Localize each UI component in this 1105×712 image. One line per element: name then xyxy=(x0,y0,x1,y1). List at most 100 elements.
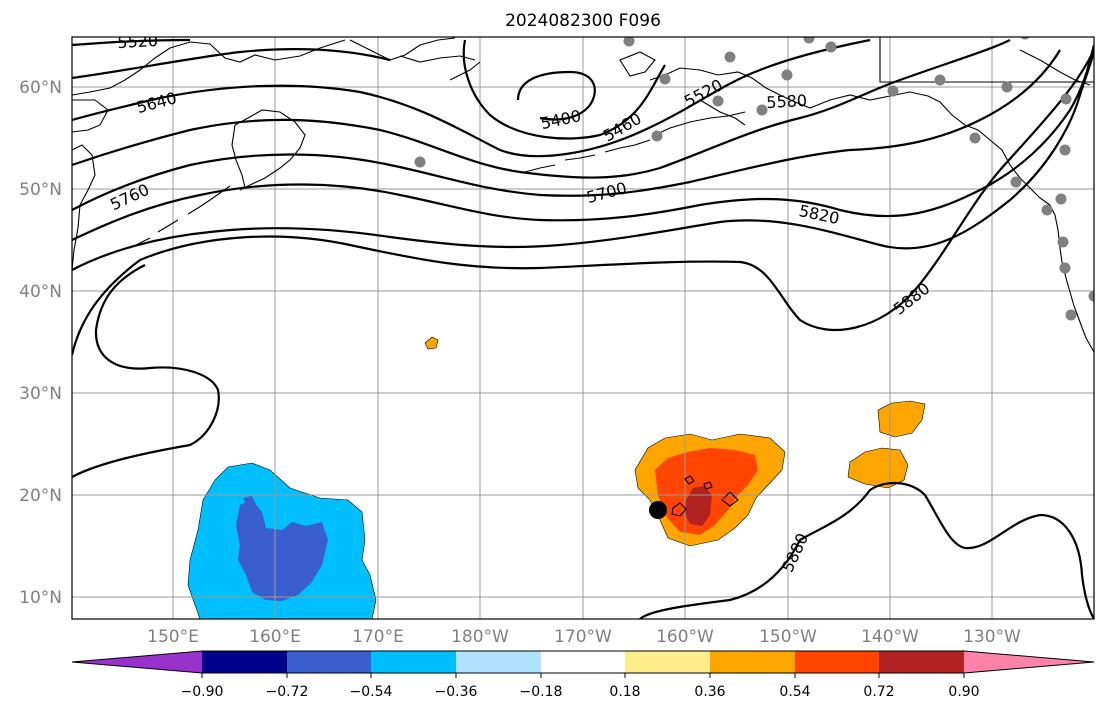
contour-5520-west xyxy=(72,38,191,47)
colorbar-segment xyxy=(456,651,541,673)
contour-label: 5880 xyxy=(778,530,812,575)
colorbar-segment xyxy=(287,651,371,673)
lat-tick-label: 10°N xyxy=(19,588,62,608)
station-marker xyxy=(887,85,899,97)
colorbar-tick-label: 0.18 xyxy=(609,684,640,700)
station-marker xyxy=(781,69,793,81)
station-marker xyxy=(1060,93,1072,105)
station-marker xyxy=(1059,262,1071,274)
coastline-north-america-west xyxy=(879,37,1094,353)
colorbar-ticks xyxy=(201,673,965,678)
positive-anomaly-east-2 xyxy=(847,447,909,489)
lon-tick-label: 150°E xyxy=(147,627,199,647)
storm-position-marker xyxy=(649,501,667,519)
contour-5460 xyxy=(462,39,666,140)
lat-tick-label: 30°N xyxy=(19,384,62,404)
station-marker xyxy=(659,73,671,85)
station-marker xyxy=(414,156,426,168)
colorbar-tick-label: 0.36 xyxy=(694,684,725,700)
colorbar-extend-low xyxy=(72,651,202,673)
positive-anomaly-east-1 xyxy=(877,400,926,438)
station-marker xyxy=(1065,309,1077,321)
height-contours xyxy=(72,38,1094,619)
lat-tick-label: 20°N xyxy=(19,486,62,506)
station-marker xyxy=(724,51,736,63)
colorbar-tick-label: −0.72 xyxy=(266,684,309,700)
station-marker xyxy=(756,104,768,116)
colorbar-segment xyxy=(879,651,964,673)
contour-label: 5580 xyxy=(766,91,808,112)
contour-label: 5700 xyxy=(584,178,628,207)
colorbar-tick-label: −0.36 xyxy=(435,684,478,700)
contour-5700 xyxy=(72,39,1011,179)
lon-tick-label: 140°W xyxy=(861,627,919,647)
contour-label: 5880 xyxy=(890,279,934,319)
station-marker xyxy=(1057,236,1069,248)
lon-tick-label: 180°W xyxy=(451,627,509,647)
colorbar-tick-label: 0.54 xyxy=(779,684,810,700)
very-strong-positive-anomaly-region xyxy=(684,486,712,526)
colorbar-tick-label: 0.72 xyxy=(863,684,894,700)
contour-label: 5400 xyxy=(539,106,583,133)
contour-5880-south-east xyxy=(639,481,1094,619)
station-marker xyxy=(1041,204,1053,216)
station-marker xyxy=(1059,144,1071,156)
contour-5400 xyxy=(516,70,596,121)
lat-tick-label: 60°N xyxy=(19,78,62,98)
longitude-axis: 150°E 160°E 170°E 180°W 170°W 160°W 150°… xyxy=(147,627,1021,647)
coastline-hawaii-3 xyxy=(684,475,713,490)
station-markers xyxy=(414,37,1094,321)
lat-tick-label: 40°N xyxy=(19,282,62,302)
contour-label: 5820 xyxy=(797,201,841,228)
map-plot-area: 5520 5640 5760 5400 5460 5520 5580 5700 … xyxy=(72,31,1094,619)
station-marker xyxy=(712,95,724,107)
positive-anomaly-small xyxy=(424,336,439,350)
station-marker xyxy=(803,37,815,44)
coastlines xyxy=(72,37,1094,517)
colorbar-tick-label: 0.90 xyxy=(948,684,979,700)
lon-tick-label: 150°W xyxy=(759,627,817,647)
contour-5880-main xyxy=(72,49,1094,356)
coastline-hawaii-2 xyxy=(721,491,739,507)
strong-negative-anomaly-region xyxy=(236,500,328,601)
colorbar-tick-label: −0.18 xyxy=(520,684,563,700)
lon-tick-label: 170°E xyxy=(352,627,404,647)
colorbar-tick-label: −0.90 xyxy=(181,684,224,700)
contour-5640 xyxy=(72,38,871,158)
contour-5880-south-west xyxy=(72,264,220,478)
contour-label: 5640 xyxy=(134,88,178,117)
station-marker xyxy=(1055,193,1067,205)
station-marker xyxy=(1010,176,1022,188)
colorbar-segment xyxy=(710,651,795,673)
lon-tick-label: 160°W xyxy=(656,627,714,647)
colorbar-tick-label: −0.54 xyxy=(350,684,393,700)
map-title: 2024082300 F096 xyxy=(505,11,661,31)
lon-tick-label: 170°W xyxy=(554,627,612,647)
anomaly-shading xyxy=(187,336,926,619)
station-marker xyxy=(623,37,635,47)
colorbar-segment xyxy=(625,651,710,673)
strong-negative-anomaly-patch xyxy=(243,496,256,508)
station-marker xyxy=(934,74,946,86)
coastline-hawaii-1 xyxy=(671,502,687,517)
lat-tick-label: 50°N xyxy=(19,180,62,200)
gridlines xyxy=(72,37,1094,619)
colorbar-segment xyxy=(371,651,456,673)
contour-5760 xyxy=(72,49,1061,211)
contour-label: 5520 xyxy=(117,31,159,52)
colorbar-segment xyxy=(795,651,879,673)
station-marker xyxy=(1088,290,1094,302)
colorbar-segment xyxy=(202,651,287,673)
coastline-kamchatka-asia xyxy=(72,39,346,271)
contour-5580-west xyxy=(72,48,391,80)
station-marker xyxy=(969,132,981,144)
station-marker xyxy=(1020,37,1030,40)
lon-tick-label: 130°W xyxy=(963,627,1021,647)
map-frame xyxy=(71,36,1095,620)
colorbar: −0.90 −0.72 −0.54 −0.36 −0.18 0.18 0.36 … xyxy=(71,650,1095,700)
latitude-axis: 60°N 50°N 40°N 30°N 20°N 10°N xyxy=(19,78,62,608)
station-marker xyxy=(1001,81,1013,93)
coastline-alaska xyxy=(619,51,1051,206)
contour-5820-b xyxy=(72,49,1094,271)
